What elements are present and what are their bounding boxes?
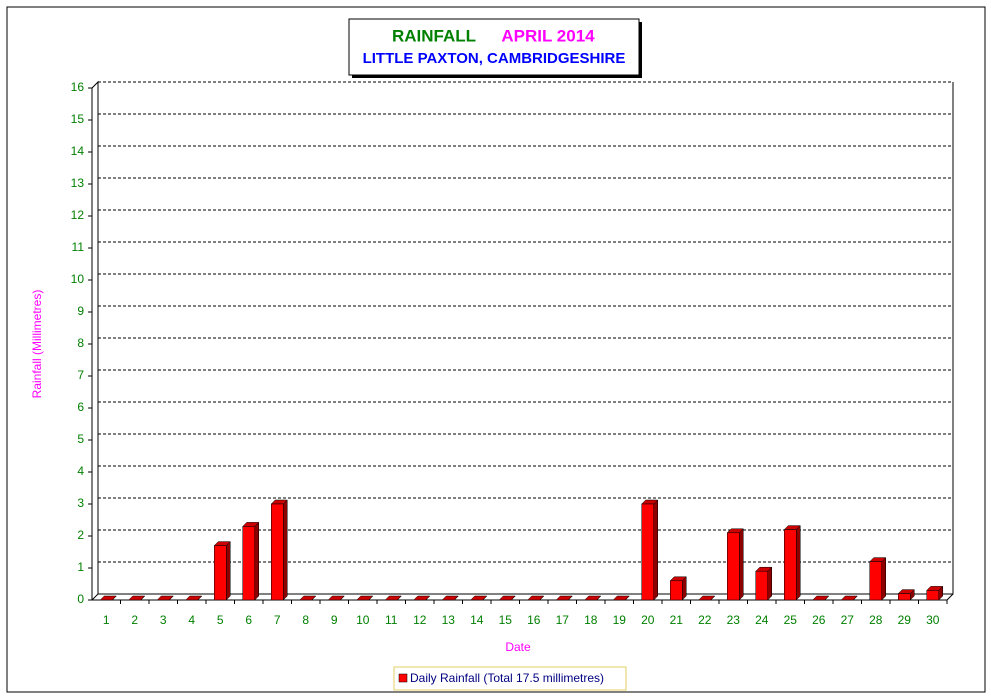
x-tick-label: 22	[698, 613, 712, 627]
bar	[869, 561, 882, 601]
bar	[755, 570, 768, 601]
bar-top	[612, 595, 630, 601]
x-tick-label: 12	[413, 613, 427, 627]
bar-side	[767, 566, 772, 601]
x-tick-label: 25	[784, 613, 798, 627]
bar-top	[527, 595, 545, 601]
bar-side	[881, 556, 886, 601]
y-tick-label: 14	[71, 144, 85, 158]
y-tick-label: 12	[71, 208, 85, 222]
y-tick-label: 9	[77, 304, 84, 318]
bar	[242, 526, 255, 601]
x-tick-label: 16	[527, 613, 541, 627]
bar	[926, 590, 939, 601]
chart-frame	[6, 6, 986, 693]
y-tick-label: 10	[71, 272, 85, 286]
y-tick-label: 15	[71, 112, 85, 126]
bar-side	[226, 540, 231, 601]
x-tick-label: 19	[613, 613, 627, 627]
y-axis-label: Rainfall (Millimetres)	[30, 290, 44, 399]
x-tick-label: 4	[188, 613, 195, 627]
bar-top	[413, 595, 431, 601]
bar-top	[327, 595, 345, 601]
bar-side	[653, 499, 658, 601]
y-tick-label: 2	[77, 528, 84, 542]
chart-period: APRIL 2014	[501, 26, 595, 45]
y-tick-label: 13	[71, 176, 85, 190]
x-tick-label: 1	[103, 613, 110, 627]
plot-wall	[91, 593, 99, 601]
x-tick-label: 18	[584, 613, 598, 627]
legend-swatch	[398, 673, 408, 683]
chart-subtitle: LITTLE PAXTON, CAMBRIDGESHIRE	[363, 50, 626, 67]
x-tick-label: 28	[869, 613, 883, 627]
bar	[727, 532, 740, 601]
bar-top	[299, 595, 317, 601]
bar-top	[698, 595, 716, 601]
bar	[214, 545, 227, 601]
y-tick-label: 1	[77, 560, 84, 574]
y-tick-label: 5	[77, 432, 84, 446]
bar-top	[584, 595, 602, 601]
bar-top	[156, 595, 174, 601]
bar-top	[812, 595, 830, 601]
x-tick-label: 27	[841, 613, 855, 627]
x-tick-label: 10	[356, 613, 370, 627]
x-tick-label: 5	[217, 613, 224, 627]
bar	[898, 593, 911, 601]
x-tick-label: 7	[274, 613, 281, 627]
bar-top	[555, 595, 573, 601]
bar	[670, 580, 683, 601]
x-tick-label: 8	[302, 613, 309, 627]
legend-label: Daily Rainfall (Total 17.5 millimetres)	[410, 671, 604, 685]
x-tick-label: 24	[755, 613, 769, 627]
x-axis-label: Date	[505, 640, 531, 654]
chart-title: RAINFALL	[392, 26, 476, 45]
bar	[271, 503, 284, 601]
x-tick-label: 11	[385, 613, 398, 627]
y-tick-label: 16	[71, 80, 85, 94]
x-tick-label: 15	[499, 613, 513, 627]
bar-side	[283, 499, 288, 601]
x-tick-label: 14	[470, 613, 484, 627]
y-tick-label: 0	[77, 592, 84, 606]
x-tick-label: 6	[245, 613, 252, 627]
bar-side	[254, 521, 259, 601]
bar-top	[498, 595, 516, 601]
x-tick-label: 23	[727, 613, 741, 627]
y-tick-label: 3	[77, 496, 84, 510]
title-box	[348, 18, 640, 76]
y-tick-label: 8	[77, 336, 84, 350]
x-tick-label: 20	[641, 613, 655, 627]
x-tick-label: 21	[670, 613, 684, 627]
y-tick-label: 7	[77, 368, 84, 382]
bar-top	[840, 595, 858, 601]
y-tick-label: 4	[77, 464, 84, 478]
bar	[641, 503, 654, 601]
x-tick-label: 30	[926, 613, 940, 627]
bar-top	[99, 595, 117, 601]
bar-side	[739, 528, 744, 601]
bar-top	[185, 595, 203, 601]
x-tick-label: 2	[131, 613, 138, 627]
bar	[784, 529, 797, 601]
x-tick-label: 17	[556, 613, 570, 627]
bar-top	[384, 595, 402, 601]
x-tick-label: 3	[160, 613, 167, 627]
bar-top	[356, 595, 374, 601]
x-tick-label: 9	[331, 613, 338, 627]
x-tick-label: 26	[812, 613, 826, 627]
y-tick-label: 6	[77, 400, 84, 414]
legend-box	[393, 666, 627, 691]
y-tick-label: 11	[72, 240, 85, 254]
bar-top	[470, 595, 488, 601]
x-tick-label: 13	[442, 613, 456, 627]
x-tick-label: 29	[898, 613, 912, 627]
bar-top	[441, 595, 459, 601]
bar-side	[796, 524, 801, 601]
bar-top	[128, 595, 146, 601]
